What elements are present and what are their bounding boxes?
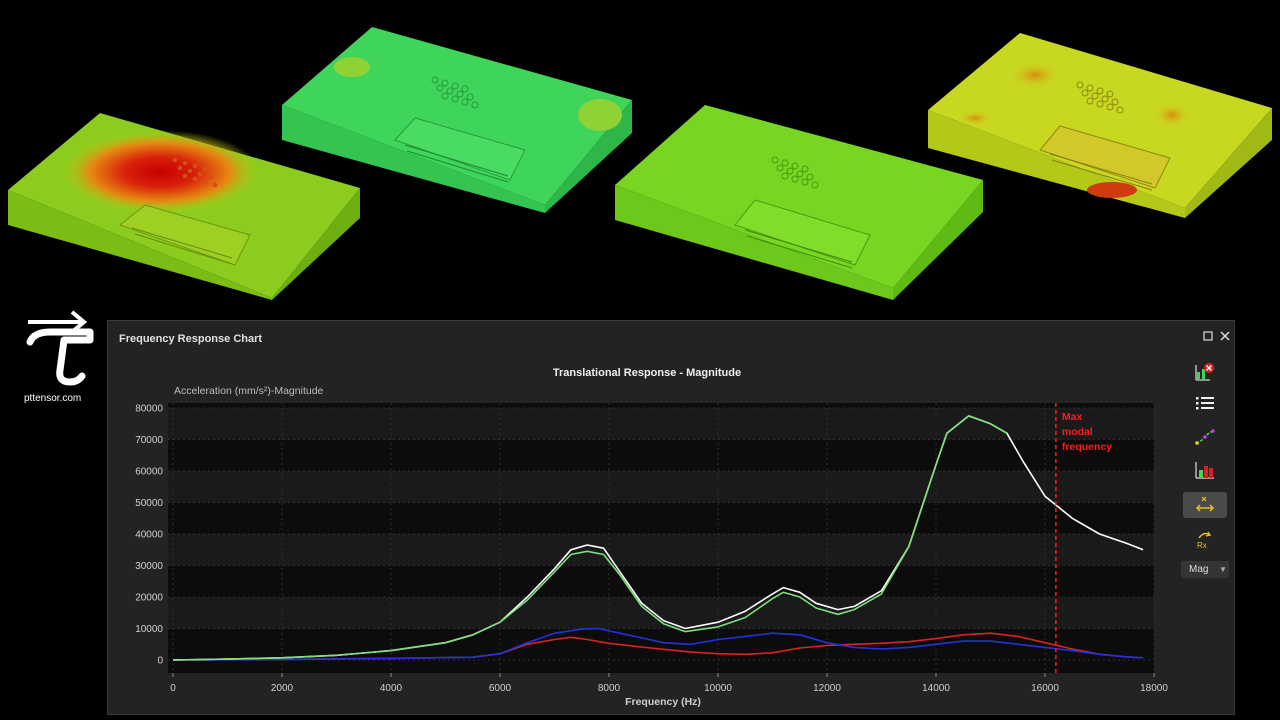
curve-icon xyxy=(1195,429,1215,445)
x-tick-label: 6000 xyxy=(489,683,512,694)
y-tick-label: 10000 xyxy=(135,624,163,635)
x-tick-label: 10000 xyxy=(704,683,732,694)
bar-chart-button[interactable] xyxy=(1183,457,1227,483)
series-line-2 xyxy=(172,627,1144,661)
remove-chart-button[interactable] xyxy=(1183,359,1227,385)
display-mode-select[interactable]: Mag ▼ xyxy=(1181,561,1229,578)
plot-band xyxy=(168,534,1154,566)
chart-delete-icon xyxy=(1195,363,1214,381)
y-tick-label: 30000 xyxy=(135,561,163,572)
fea-model-renders xyxy=(8,27,1272,300)
maximize-button[interactable] xyxy=(1201,330,1215,344)
list-icon xyxy=(1196,397,1214,410)
translational-axis-icon xyxy=(1195,496,1215,512)
x-tick-label: 18000 xyxy=(1140,683,1168,694)
x-tick-label: 2000 xyxy=(271,683,294,694)
x-tick-label: 4000 xyxy=(380,683,403,694)
y-tick-label: 20000 xyxy=(135,593,163,604)
close-button[interactable] xyxy=(1218,330,1232,344)
series-line-1 xyxy=(172,415,1008,661)
y-tick-label: 70000 xyxy=(135,435,163,446)
plot-bands xyxy=(168,408,1154,629)
frequency-response-chart: 0 2000 4000 6000 8000 10000 12000 14000 16000 180… xyxy=(135,367,1168,708)
svg-text:Rx: Rx xyxy=(1197,541,1207,550)
close-icon xyxy=(1220,331,1230,341)
plot-band xyxy=(168,408,1154,440)
annotation-label: modal xyxy=(1062,426,1093,438)
model-3 xyxy=(615,105,983,300)
series-line-3 xyxy=(172,632,1144,661)
curve-button[interactable] xyxy=(1183,424,1227,450)
x-tick-label: 8000 xyxy=(598,683,621,694)
model-2 xyxy=(282,27,632,213)
y-tick-label: 80000 xyxy=(135,404,163,415)
display-mode-value: Mag xyxy=(1189,564,1209,575)
x-tick-label: 0 xyxy=(170,683,176,694)
annotation-label: frequency xyxy=(1062,441,1112,453)
y-tick-label: 0 xyxy=(157,656,163,667)
maximize-icon xyxy=(1203,331,1213,341)
series-lines xyxy=(172,415,1144,661)
chart-title: Translational Response - Magnitude xyxy=(553,367,741,379)
y-axis-label: Acceleration (mm/s²)-Magnitude xyxy=(174,385,324,397)
tau-logo xyxy=(26,310,94,386)
y-tick-label: 50000 xyxy=(135,498,163,509)
annotations: Max modal frequency xyxy=(1055,403,1112,673)
annotation-label: Max xyxy=(1062,411,1083,423)
panel-title: Frequency Response Chart xyxy=(119,333,263,345)
y-tick-labels: 0 10000 20000 30000 40000 50000 60000 70000 8000… xyxy=(135,404,163,667)
x-axis-label: Frequency (Hz) xyxy=(625,696,701,708)
frequency-response-panel: Frequency Response Chart 0 2000 4000 6000 80… xyxy=(107,320,1235,715)
plot-band xyxy=(168,597,1154,629)
bar-chart-icon xyxy=(1195,462,1214,479)
x-tick-label: 14000 xyxy=(922,683,950,694)
grid-lines xyxy=(168,403,1155,677)
chevron-down-icon: ▼ xyxy=(1219,565,1227,574)
y-tick-label: 60000 xyxy=(135,467,163,478)
rotational-toggle[interactable]: Rx xyxy=(1183,527,1227,553)
translational-toggle[interactable] xyxy=(1183,492,1227,518)
x-tick-label: 16000 xyxy=(1031,683,1059,694)
model-4 xyxy=(928,33,1272,218)
x-tick-label: 12000 xyxy=(813,683,841,694)
plot-band xyxy=(168,471,1154,503)
rotational-rx-icon: Rx xyxy=(1197,531,1212,550)
x-tick-labels: 0 2000 4000 6000 8000 10000 12000 14000 16000 180… xyxy=(170,683,1168,694)
legend-list-button[interactable] xyxy=(1183,390,1227,416)
model-1 xyxy=(8,113,360,300)
y-tick-label: 40000 xyxy=(135,530,163,541)
logo-text: pttensor.com xyxy=(24,393,82,404)
